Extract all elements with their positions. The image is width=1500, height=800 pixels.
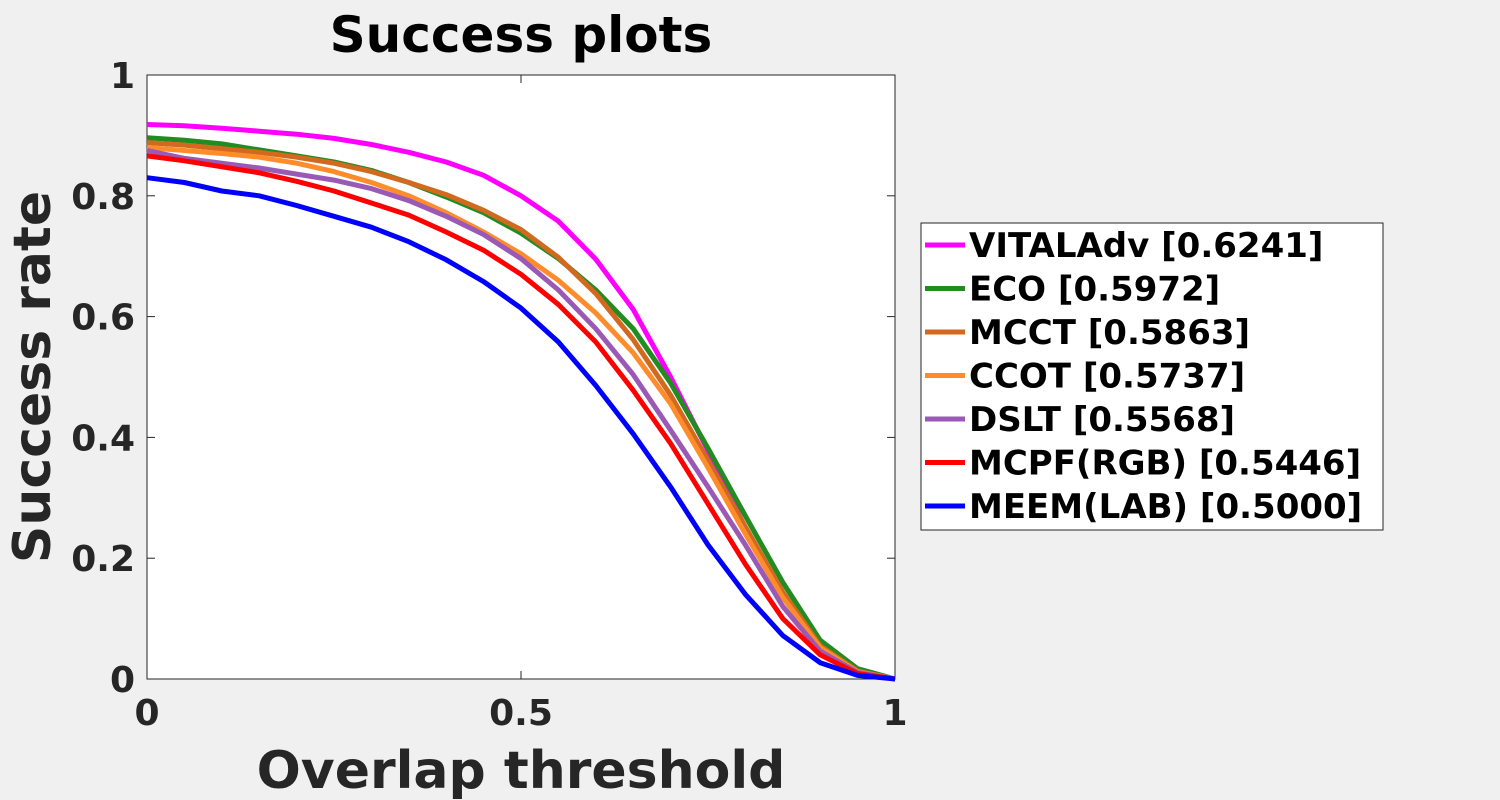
series-lines [146,122,896,682]
series-line [146,148,896,682]
legend-entry: VITALAdv [0.6241] [969,226,1323,266]
y-tick-label: 0.8 [71,177,135,218]
series-line [146,153,896,682]
chart-title: Success plots [330,6,713,64]
x-tick-label: 0.5 [489,693,553,734]
y-tick-label: 0.4 [71,418,135,459]
legend-entry: MEEM(LAB) [0.5000] [969,487,1362,527]
legend-entry: ECO [0.5972] [969,270,1220,310]
y-tick-label: 0.2 [71,539,135,580]
series-line [146,175,896,682]
y-tick-label: 1 [110,56,135,97]
axis-ticks: 0 0.5 1 0 0.2 0.4 0.6 0.8 1 [71,56,907,734]
y-axis-label: Success rate [3,191,63,563]
series-line [146,140,896,682]
legend: VITALAdv [0.6241]ECO [0.5972]MCCT [0.586… [925,226,1362,527]
x-tick-label: 1 [882,693,907,734]
legend-entry: DSLT [0.5568] [969,400,1235,440]
y-tick-label: 0 [110,660,135,701]
x-axis-label: Overlap threshold [257,741,786,800]
legend-box [920,222,1384,531]
legend-entry: MCCT [0.5863] [969,313,1250,353]
series-line [146,145,896,682]
x-tick-label: 0 [134,693,159,734]
y-tick-label: 0.6 [71,298,135,339]
legend-entry: MCPF(RGB) [0.5446] [969,444,1361,484]
legend-entry: CCOT [0.5737] [969,357,1245,397]
